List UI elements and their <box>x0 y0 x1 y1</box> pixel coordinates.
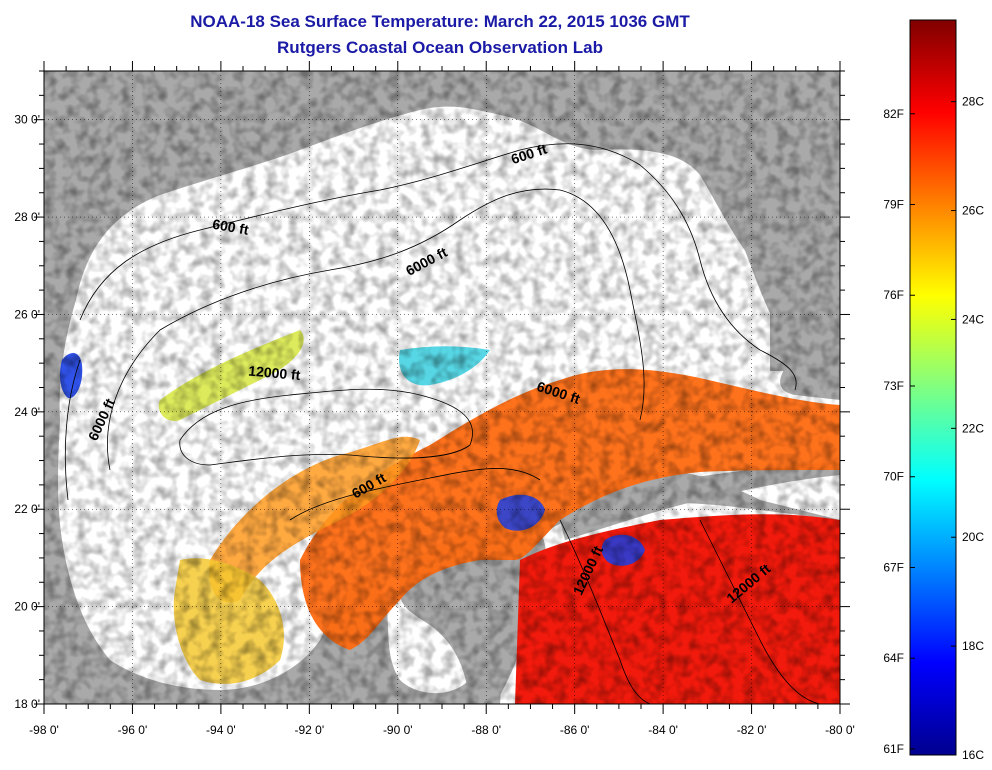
contour-caribbean-2 <box>699 519 821 704</box>
y-tick-label: 18 0' <box>14 697 40 711</box>
colorbar-ticks <box>910 101 956 756</box>
map-subtitle: Rutgers Coastal Ocean Observation Lab <box>277 38 603 57</box>
colorbar-label-f: 73F <box>883 379 904 393</box>
colorbar-label-f: 61F <box>883 742 904 756</box>
colorbar-label-f: 76F <box>883 288 904 302</box>
colorbar-label-c: 22C <box>962 421 984 435</box>
colorbar <box>909 19 957 756</box>
x-tick-label: -86 0' <box>560 723 590 737</box>
y-tick-label: 24 0' <box>14 405 40 419</box>
x-tick-label: -96 0' <box>118 723 148 737</box>
colorbar-label-f: 67F <box>883 560 904 574</box>
x-tick-label: -84 0' <box>648 723 678 737</box>
bathymetry-contours <box>64 143 821 704</box>
y-tick-label: 20 0' <box>14 600 40 614</box>
contour-600ft <box>79 143 797 391</box>
x-tick-label: -82 0' <box>737 723 767 737</box>
colorbar-celsius-labels: 28C 26C 24C 22C 20C 18C 16C <box>962 95 984 762</box>
colorbar-label-f: 79F <box>883 198 904 212</box>
x-axis-tick-labels: -98 0' -96 0' -94 0' -92 0' -90 0' -88 0' -86 … <box>29 723 855 737</box>
colorbar-label-f: 70F <box>883 470 904 484</box>
x-tick-label: -80 0' <box>825 723 855 737</box>
contour-label: 12000 ft <box>248 363 302 384</box>
colorbar-fahrenheit-labels: 82F 79F 76F 73F 70F 67F 64F 61F <box>883 107 904 756</box>
colorbar-label-f: 82F <box>883 107 904 121</box>
contour-west-shelf <box>64 359 81 501</box>
y-axis-tick-labels: 18 0' 20 0' 22 0' 24 0' 26 0' 28 0' 30 0' <box>14 113 40 711</box>
y-tick-label: 26 0' <box>14 307 40 321</box>
axis-ticks <box>34 61 850 714</box>
y-tick-label: 30 0' <box>14 113 40 127</box>
colorbar-label-c: 16C <box>962 748 984 762</box>
contour-12000ft <box>179 388 473 466</box>
colorbar-label-c: 26C <box>962 204 984 218</box>
colorbar-label-f: 64F <box>883 651 904 665</box>
contour-caribbean-1 <box>559 519 651 704</box>
contour-label: 600 ft <box>211 216 250 238</box>
colorbar-label-c: 20C <box>962 530 984 544</box>
colorbar-label-c: 28C <box>962 95 984 109</box>
sst-speckle <box>44 71 840 704</box>
x-tick-label: -92 0' <box>295 723 325 737</box>
x-tick-label: -90 0' <box>383 723 413 737</box>
sst-data-layer <box>44 71 840 704</box>
colorbar-label-c: 24C <box>962 312 984 326</box>
y-tick-label: 28 0' <box>14 210 40 224</box>
colorbar-label-c: 18C <box>962 639 984 653</box>
x-tick-label: -98 0' <box>29 723 59 737</box>
contour-yucatan-shelf <box>289 468 541 521</box>
x-tick-label: -88 0' <box>471 723 501 737</box>
y-tick-label: 22 0' <box>14 502 40 516</box>
x-tick-label: -94 0' <box>206 723 236 737</box>
contour-6000ft <box>107 188 645 471</box>
map-title: NOAA-18 Sea Surface Temperature: March 2… <box>190 12 690 31</box>
